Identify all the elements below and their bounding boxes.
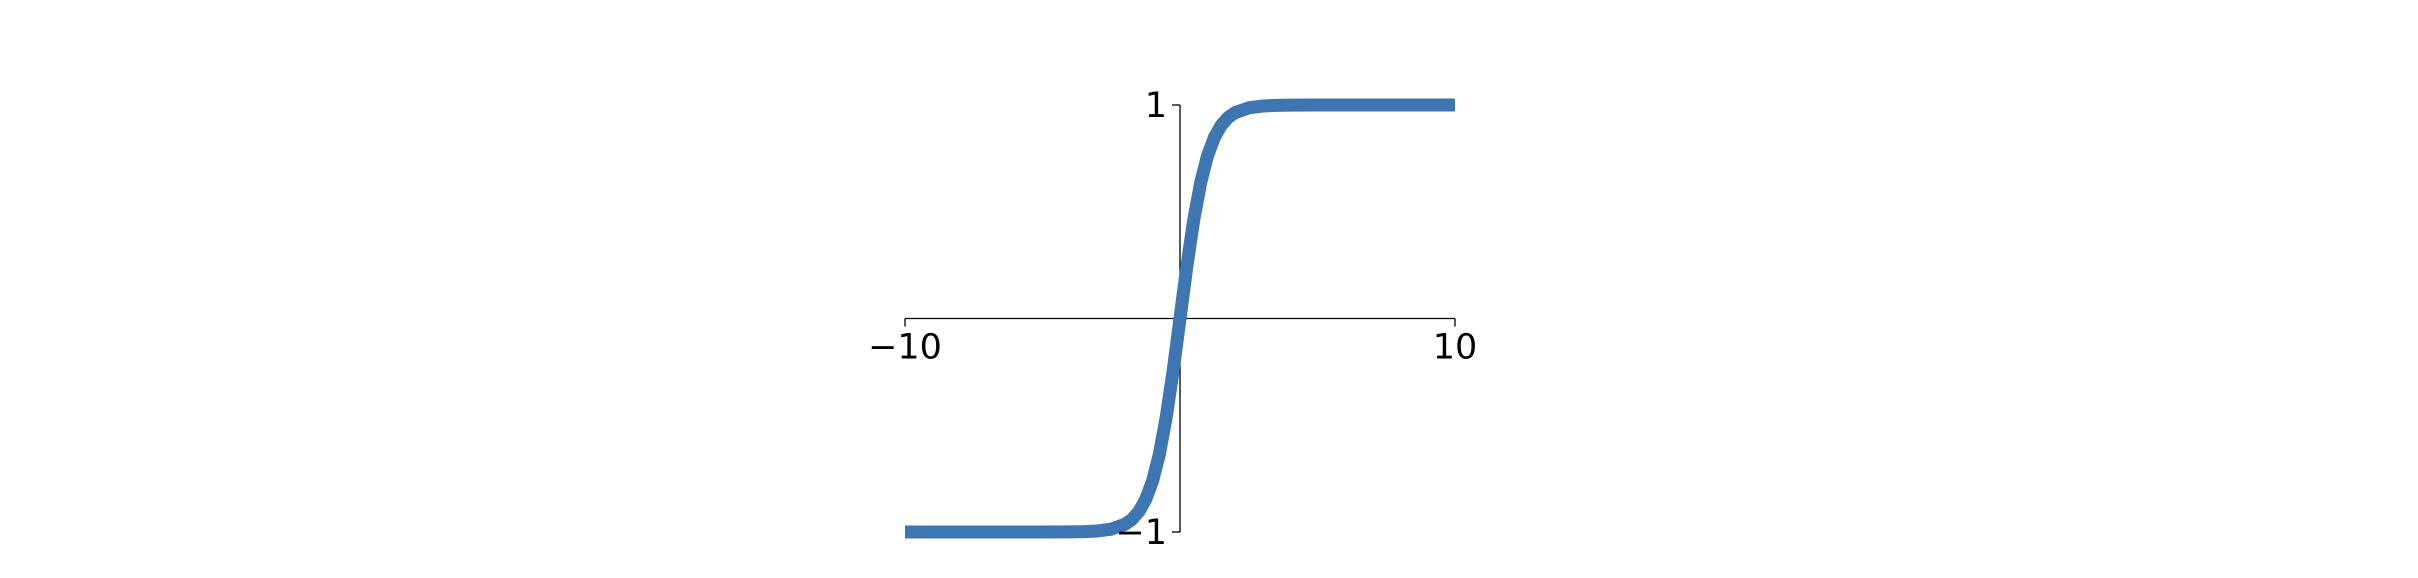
series-layer: [905, 98, 1455, 539]
x-tick-label-0: −10: [868, 328, 942, 368]
tick-labels: −10 10 1 −1: [868, 86, 1477, 553]
y-tick-label-1: −1: [1115, 513, 1167, 553]
y-tick-label-0: 1: [1145, 86, 1167, 126]
x-tick-label-1: 10: [1433, 328, 1478, 368]
series-line-0: [905, 98, 1455, 539]
